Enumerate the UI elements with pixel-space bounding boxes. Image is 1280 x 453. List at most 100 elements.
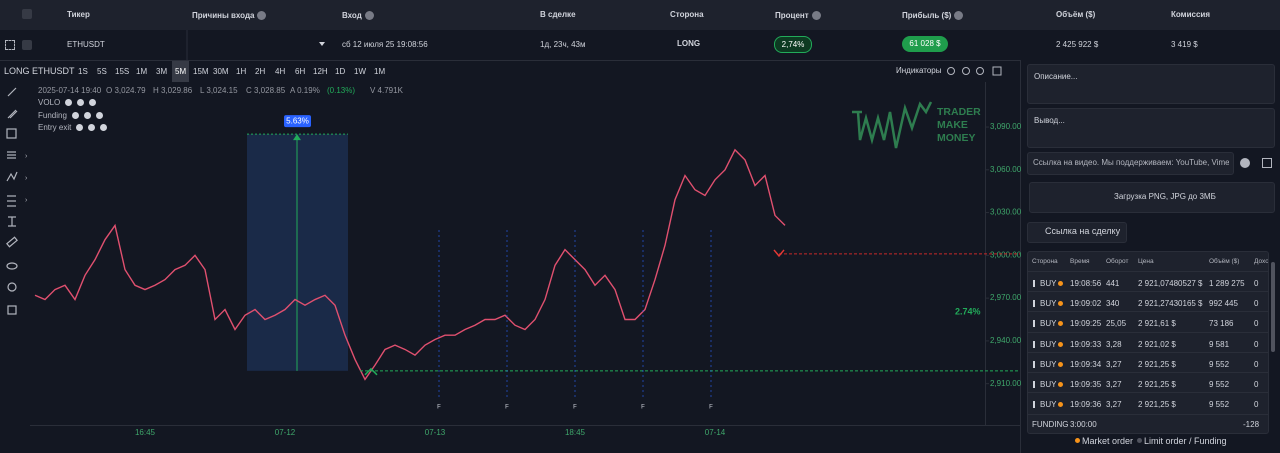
help-icon[interactable] (257, 11, 267, 20)
timeframe[interactable]: 2H (255, 67, 266, 76)
legend-label: Limit order / Funding (1144, 436, 1227, 446)
result-label: 2.74% (955, 306, 981, 316)
timeframe[interactable]: 5M (172, 61, 190, 82)
funding-cell: 3:00:00 (1070, 420, 1097, 429)
table-cell: 3,27 (1106, 400, 1122, 410)
chart-tools (947, 66, 1002, 76)
ohlc-value: (0.13%) (327, 86, 356, 95)
exit-arrow (773, 249, 785, 258)
study-eye[interactable] (65, 99, 73, 106)
timeframe[interactable]: 1D (335, 67, 346, 76)
study-settings[interactable] (83, 111, 91, 119)
ohlc-value: C 3,028.85 (246, 86, 286, 95)
timeframe[interactable]: 15S (115, 67, 130, 76)
study-eye[interactable] (71, 111, 79, 119)
dropdown-caret[interactable] (319, 42, 325, 46)
timeframe[interactable]: 6H (295, 67, 306, 76)
price-line (34, 148, 786, 381)
table-cell: 73 186 (1209, 319, 1234, 329)
table-cell: 0 (1254, 400, 1259, 410)
share-button[interactable] (1027, 222, 1127, 243)
buy-arrow (1033, 360, 1035, 368)
box-label: 5.63% (286, 116, 309, 125)
ticker: ETHUSDT (67, 40, 105, 49)
buy-arrow (1033, 340, 1035, 348)
help-icon[interactable] (364, 11, 374, 20)
table-cell: BUY (1040, 279, 1057, 288)
logo-text: TRADER (937, 106, 981, 118)
table-cell: 0 (1254, 380, 1259, 389)
study-settings[interactable] (88, 124, 96, 131)
timeframe[interactable]: 1H (236, 67, 247, 76)
funding-cell: FUNDING (1032, 420, 1069, 429)
entry-arrow (364, 367, 378, 376)
help-icon[interactable] (811, 11, 821, 20)
duration: 1д, 23ч, 43м (540, 40, 586, 49)
table-cell: 9 581 (1209, 339, 1230, 349)
upload-button[interactable] (1029, 182, 1275, 213)
timeframe[interactable]: 30M (213, 67, 229, 76)
checkbox[interactable] (22, 40, 32, 50)
expand-icon[interactable] (5, 40, 15, 50)
timeframe[interactable]: 1M (136, 67, 148, 76)
video-input[interactable] (1027, 152, 1234, 175)
study-close[interactable] (100, 124, 108, 131)
table-header: Цена (1138, 258, 1154, 265)
timeframe[interactable]: 12H (313, 67, 328, 76)
table-cell: 19:09:35 (1070, 380, 1102, 389)
table-cell: 9 552 (1209, 400, 1230, 410)
conclusion-input[interactable] (1027, 108, 1275, 148)
market-dot (1058, 341, 1063, 347)
study-settings[interactable] (77, 99, 85, 106)
legend-dot (1137, 438, 1142, 443)
study-close[interactable] (89, 99, 97, 106)
table-cell: 2 921,25 $ (1138, 400, 1176, 410)
timeframe[interactable]: 5S (97, 67, 107, 76)
play-button[interactable] (1240, 158, 1250, 168)
y-tick-label: 3,090.00 (990, 122, 1022, 131)
checkbox[interactable] (22, 9, 32, 19)
table-cell: 3,28 (1106, 339, 1122, 349)
indicators-button[interactable]: Индикаторы (896, 66, 942, 75)
table-cell: 19:09:02 (1070, 299, 1102, 309)
timeframe[interactable]: 15M (193, 67, 209, 76)
y-tick-label: 2,940.00 (990, 336, 1022, 345)
table-cell: BUY (1040, 380, 1057, 389)
table-cell: 9 552 (1209, 380, 1230, 389)
study-eye[interactable] (76, 124, 84, 131)
timeframe[interactable]: 4H (275, 67, 286, 76)
description-input[interactable] (1027, 64, 1275, 104)
column-header: Объём ($) (1056, 10, 1096, 19)
symbol: LONG ETHUSDT (4, 66, 75, 76)
market-dot (1058, 402, 1063, 408)
timeframe[interactable]: 1S (78, 67, 88, 76)
study-close[interactable] (95, 111, 103, 119)
ohlc-value: O 3,024.79 (106, 86, 146, 95)
funding-label: F (709, 405, 713, 411)
entry-time: сб 12 июля 25 19:08:56 (342, 40, 428, 49)
side: LONG (677, 39, 701, 48)
buy-arrow (1033, 401, 1035, 409)
help-icon[interactable] (954, 11, 964, 20)
y-tick-label: 3,000.00 (990, 250, 1022, 259)
timeframe[interactable]: 1M (374, 67, 386, 76)
x-tick-label: 07-14 (705, 428, 726, 437)
row-divider (1028, 291, 1268, 293)
ohlc-value: L 3,024.15 (200, 86, 238, 95)
share-label: Ссылка на сделку (1045, 226, 1121, 236)
logo-text: MONEY (937, 132, 976, 144)
volume: 2 425 922 $ (1056, 40, 1099, 49)
box-arrow-head (293, 134, 301, 141)
x-tick-label: 07-13 (425, 428, 446, 437)
open-link-button[interactable] (1262, 158, 1272, 168)
timeframe[interactable]: 3M (156, 67, 168, 76)
table-cell: 0 (1254, 279, 1259, 288)
logo-mark (852, 101, 933, 149)
timeframe[interactable]: 1W (354, 67, 366, 76)
table-cell: 19:09:25 (1070, 319, 1102, 329)
table-cell: 19:08:56 (1070, 279, 1102, 288)
column-header: Сторона (670, 10, 704, 19)
row-divider (1028, 372, 1268, 373)
x-tick-label: 07-12 (275, 428, 296, 437)
